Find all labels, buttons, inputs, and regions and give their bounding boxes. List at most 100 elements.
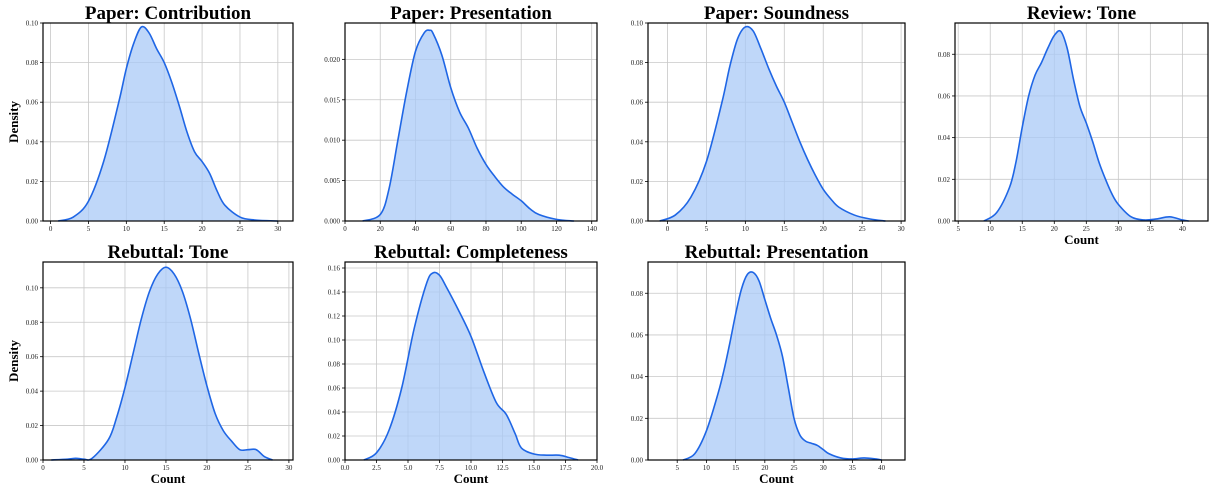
density-area	[362, 30, 575, 222]
y-tick-label: 0.02	[631, 178, 644, 186]
x-tick-label: 40	[412, 225, 420, 233]
y-tick-label: 0.02	[938, 176, 951, 184]
density-panel: 0 20 40 60 80 100 120 140 0.000 0.005 0.010 0.015 0.…	[324, 3, 598, 233]
density-area	[683, 271, 882, 460]
density-curve	[362, 29, 575, 222]
x-tick-label: 30	[285, 464, 293, 472]
x-axis-label: Count	[151, 471, 186, 486]
x-tick-label: 12.5	[496, 464, 509, 472]
y-tick-label: 0.00	[631, 218, 644, 226]
y-tick-label: 0.005	[324, 177, 340, 185]
x-tick-label: 100	[516, 225, 527, 233]
x-tick-label: 5	[82, 464, 86, 472]
x-tick-label: 30	[274, 225, 282, 233]
density-panel: 0 5 10 15 20 25 30 0.00 0.02 0.04 0.06 0.08 0.10 Pape…	[631, 3, 906, 233]
x-tick-label: 10	[703, 464, 711, 472]
x-tick-label: 5	[705, 225, 709, 233]
x-axis-label: Count	[1064, 232, 1099, 247]
x-tick-label: 5.0	[404, 464, 413, 472]
x-tick-label: 20	[820, 225, 828, 233]
x-tick-label: 0	[49, 225, 53, 233]
x-tick-label: 25	[859, 225, 867, 233]
x-tick-label: 20	[377, 225, 385, 233]
x-tick-label: 0.0	[341, 464, 350, 472]
y-tick-label: 0.02	[26, 422, 39, 430]
plot-frame	[954, 22, 1209, 222]
x-axis-label: Count	[759, 471, 794, 486]
x-tick-label: 5	[87, 225, 91, 233]
x-tick-label: 10	[742, 225, 750, 233]
x-tick-label: 25	[791, 464, 799, 472]
x-tick-label: 25	[1083, 225, 1091, 233]
y-tick-label: 0.00	[631, 457, 644, 465]
y-tick-label: 0.04	[631, 373, 644, 381]
density-curve	[659, 25, 886, 222]
x-tick-label: 17.5	[559, 464, 572, 472]
density-curve	[57, 25, 278, 222]
x-tick-label: 10	[121, 464, 129, 472]
x-tick-label: 15	[1019, 225, 1027, 233]
x-tick-label: 7.5	[435, 464, 444, 472]
x-tick-label: 35	[849, 464, 857, 472]
x-tick-label: 15	[162, 464, 170, 472]
x-tick-label: 30	[820, 464, 828, 472]
y-tick-label: 0.00	[938, 218, 951, 226]
y-tick-label: 0.08	[631, 59, 644, 67]
y-tick-label: 0.10	[328, 337, 341, 345]
x-tick-label: 60	[447, 225, 455, 233]
x-tick-label: 30	[898, 225, 906, 233]
density-area	[659, 26, 886, 221]
density-area	[51, 267, 273, 461]
x-tick-label: 30	[1115, 225, 1123, 233]
y-axis-label: Density	[6, 340, 21, 382]
y-tick-label: 0.00	[328, 457, 341, 465]
y-tick-label: 0.015	[324, 96, 340, 104]
chart-title: Paper: Presentation	[390, 3, 552, 24]
y-tick-label: 0.00	[26, 457, 39, 465]
x-tick-label: 40	[1179, 225, 1187, 233]
chart-title: Paper: Soundness	[704, 3, 849, 24]
y-tick-label: 0.14	[328, 289, 341, 297]
plot-frame	[647, 261, 906, 461]
y-tick-label: 0.02	[26, 178, 39, 186]
y-tick-label: 0.02	[631, 415, 644, 423]
y-tick-label: 0.08	[328, 361, 341, 369]
x-axis-label: Count	[454, 471, 489, 486]
chart-title: Review: Tone	[1027, 3, 1136, 24]
x-tick-label: 20.0	[591, 464, 604, 472]
y-tick-label: 0.04	[938, 134, 951, 142]
y-tick-label: 0.06	[938, 92, 951, 100]
x-tick-label: 15.0	[528, 464, 541, 472]
y-tick-label: 0.06	[26, 353, 39, 361]
x-tick-label: 20	[203, 464, 211, 472]
y-tick-label: 0.08	[631, 290, 644, 298]
plot-frame	[42, 22, 294, 222]
y-tick-label: 0.16	[328, 265, 341, 273]
x-tick-label: 40	[878, 464, 886, 472]
y-tick-label: 0.12	[328, 313, 341, 321]
density-curve	[983, 29, 1189, 222]
y-tick-label: 0.10	[26, 284, 39, 292]
x-tick-label: 35	[1147, 225, 1155, 233]
chart-title: Paper: Contribution	[85, 3, 252, 24]
x-tick-label: 10	[987, 225, 995, 233]
y-tick-label: 0.06	[328, 385, 341, 393]
y-tick-label: 0.04	[26, 138, 39, 146]
density-panel: 0 5 10 15 20 25 30 0.00 0.02 0.04 0.06 0.08 0.10 Rebu…	[6, 242, 294, 486]
density-area	[983, 30, 1189, 222]
x-tick-label: 25	[244, 464, 252, 472]
y-tick-label: 0.06	[631, 99, 644, 107]
x-tick-label: 140	[586, 225, 597, 233]
x-tick-label: 2.5	[372, 464, 381, 472]
y-tick-label: 0.04	[26, 388, 39, 396]
x-tick-label: 120	[551, 225, 562, 233]
x-tick-label: 15	[732, 464, 740, 472]
x-tick-label: 5	[956, 225, 960, 233]
y-tick-label: 0.08	[26, 59, 39, 67]
density-panel: 0 5 10 15 20 25 30 0.00 0.02 0.04 0.06 0.08 0.10 Pape…	[6, 3, 294, 233]
y-tick-label: 0.10	[26, 20, 39, 28]
density-area	[58, 26, 278, 221]
y-axis-label: Density	[6, 101, 21, 143]
chart-title: Rebuttal: Presentation	[685, 242, 869, 263]
